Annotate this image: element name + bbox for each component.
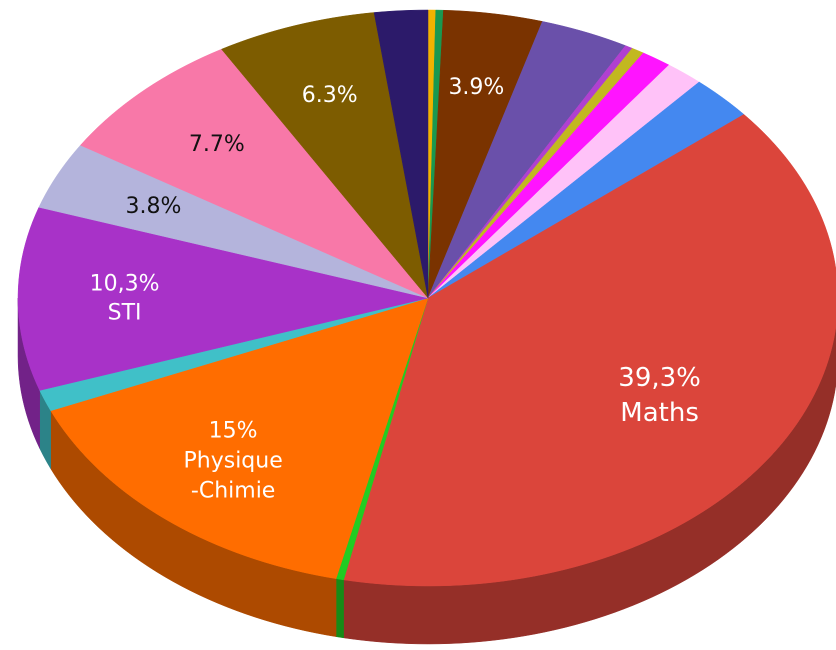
slice (427, 9, 543, 299)
category-label: Maths (620, 398, 699, 429)
slice-label: 7.7% (189, 130, 245, 160)
slice (343, 114, 836, 587)
slice (221, 12, 429, 299)
slice-label: 39,3% Maths (618, 361, 701, 431)
slice-label: 3.9% (448, 73, 504, 103)
slice (50, 297, 429, 579)
value-label: 10,3% (89, 270, 160, 296)
value-label: 3.8% (125, 194, 182, 220)
value-label: 39,3% (618, 363, 701, 394)
slice (427, 21, 626, 299)
slice (373, 9, 429, 299)
category-label: STI (107, 300, 142, 326)
slice (80, 48, 429, 299)
value-label: 7.7% (188, 132, 245, 158)
slice (17, 206, 429, 391)
slice-label: 15% Physique -Chimie (184, 417, 283, 506)
slice-side (335, 578, 344, 639)
slice (38, 144, 429, 299)
value-label: 15% (208, 418, 258, 444)
slice-label: 10,3% STI (90, 269, 160, 328)
category-label: Physique -Chimie (183, 448, 283, 504)
slice (427, 81, 745, 299)
value-label: 3.9% (448, 74, 505, 100)
slice-label: 6.3% (302, 82, 358, 112)
value-label: 6.3% (301, 83, 358, 109)
slice-label: 3.8% (126, 192, 182, 222)
